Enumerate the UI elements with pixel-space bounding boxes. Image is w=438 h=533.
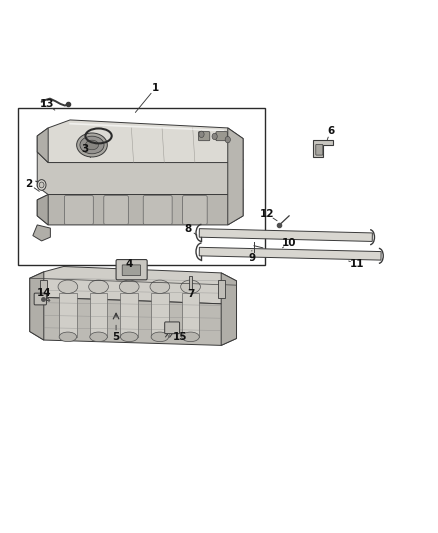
Bar <box>182 293 199 337</box>
FancyBboxPatch shape <box>316 144 323 155</box>
Text: 9: 9 <box>248 253 255 263</box>
Ellipse shape <box>180 280 200 294</box>
Circle shape <box>225 136 230 143</box>
FancyBboxPatch shape <box>216 132 227 141</box>
Bar <box>218 280 225 298</box>
Text: 14: 14 <box>36 288 51 298</box>
Text: 11: 11 <box>350 259 364 269</box>
Ellipse shape <box>58 280 78 294</box>
FancyBboxPatch shape <box>104 196 128 224</box>
Polygon shape <box>30 266 237 304</box>
FancyBboxPatch shape <box>183 196 207 224</box>
Bar <box>90 293 107 337</box>
Polygon shape <box>37 128 48 163</box>
Circle shape <box>199 131 204 138</box>
Bar <box>40 280 47 298</box>
Ellipse shape <box>59 332 77 342</box>
FancyBboxPatch shape <box>116 260 147 280</box>
Ellipse shape <box>90 332 107 342</box>
Text: 15: 15 <box>172 332 187 342</box>
Bar <box>189 276 192 289</box>
Circle shape <box>39 182 44 188</box>
Polygon shape <box>37 120 243 165</box>
Polygon shape <box>37 189 243 225</box>
Circle shape <box>212 133 217 140</box>
FancyBboxPatch shape <box>34 293 46 305</box>
Ellipse shape <box>182 332 199 342</box>
Text: 2: 2 <box>25 179 32 189</box>
Ellipse shape <box>151 332 169 342</box>
Bar <box>151 293 169 337</box>
Text: 8: 8 <box>185 224 192 234</box>
FancyBboxPatch shape <box>165 322 180 334</box>
FancyBboxPatch shape <box>198 132 210 141</box>
Polygon shape <box>33 225 50 241</box>
FancyBboxPatch shape <box>143 196 172 224</box>
FancyBboxPatch shape <box>122 265 141 276</box>
Text: 1: 1 <box>152 83 159 93</box>
Text: 7: 7 <box>187 289 194 299</box>
Ellipse shape <box>150 280 170 294</box>
Ellipse shape <box>80 136 104 154</box>
Text: 6: 6 <box>327 126 334 135</box>
Text: 12: 12 <box>260 209 275 219</box>
Ellipse shape <box>120 332 138 342</box>
Polygon shape <box>199 247 381 260</box>
FancyBboxPatch shape <box>64 196 93 224</box>
Bar <box>59 293 77 337</box>
Ellipse shape <box>88 280 109 294</box>
Polygon shape <box>30 272 44 340</box>
Text: 3: 3 <box>82 144 89 154</box>
Text: 10: 10 <box>282 238 297 247</box>
Ellipse shape <box>77 133 107 157</box>
Ellipse shape <box>119 280 139 294</box>
Text: 4: 4 <box>126 259 133 269</box>
Polygon shape <box>313 140 333 157</box>
Text: 13: 13 <box>40 99 55 109</box>
Polygon shape <box>221 273 237 345</box>
Text: 5: 5 <box>113 332 120 342</box>
Circle shape <box>37 180 46 190</box>
Polygon shape <box>37 195 48 225</box>
Bar <box>120 293 138 337</box>
Polygon shape <box>37 152 243 195</box>
Bar <box>18 108 265 265</box>
Ellipse shape <box>85 140 99 150</box>
Polygon shape <box>228 128 243 225</box>
Polygon shape <box>30 290 237 345</box>
Polygon shape <box>199 229 372 241</box>
